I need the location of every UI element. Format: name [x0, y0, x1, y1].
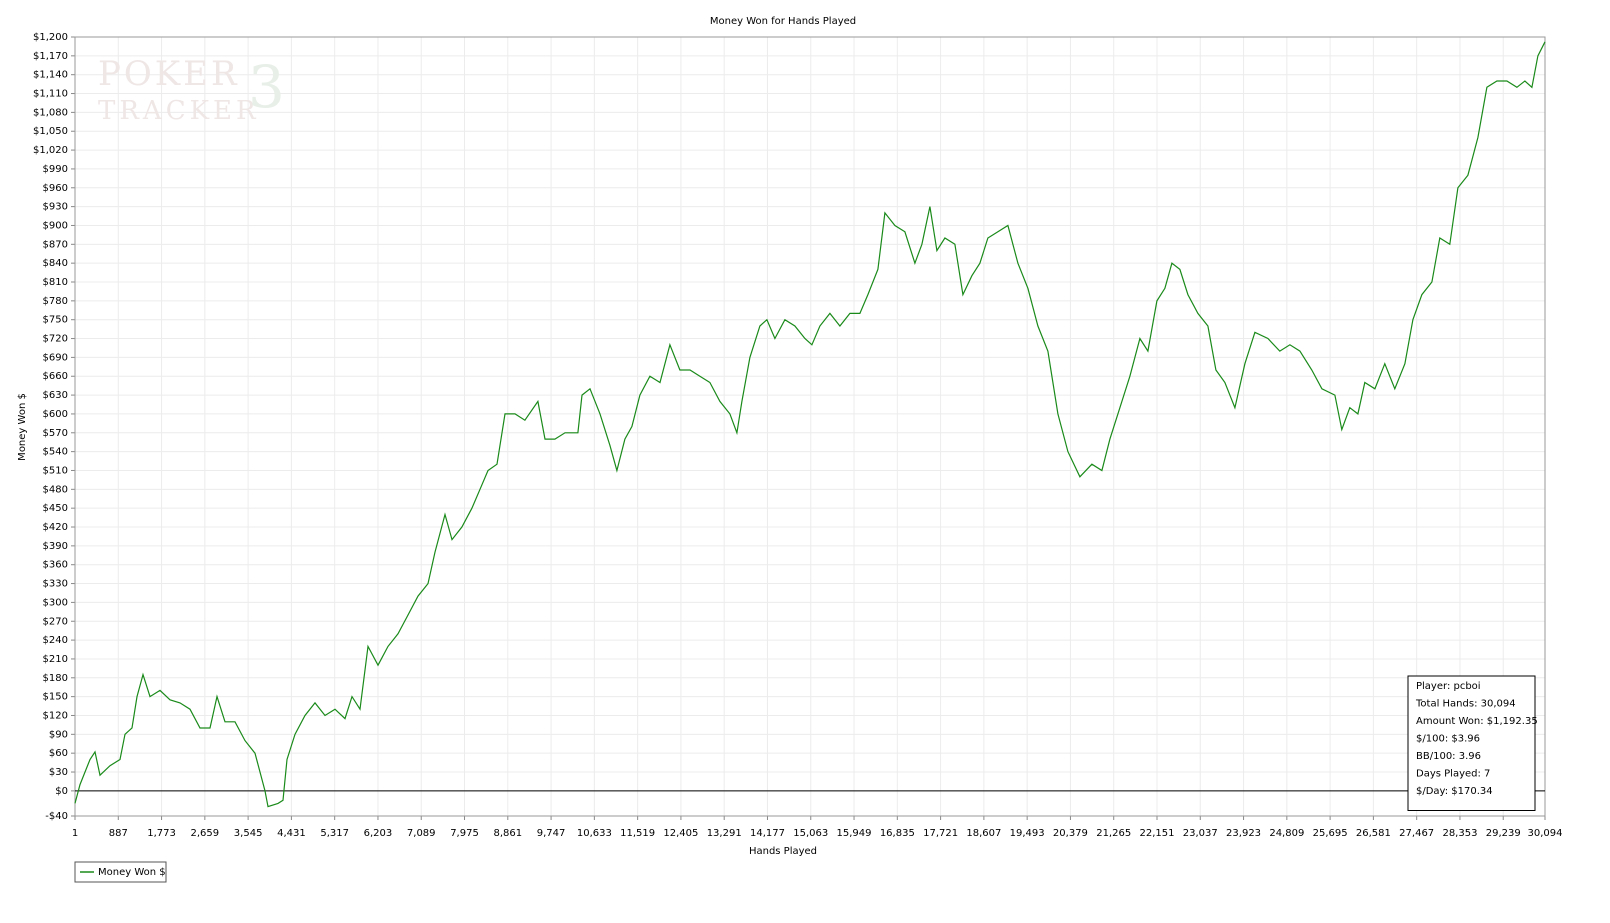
x-tick-label: 887: [109, 828, 128, 839]
x-tick-label: 10,633: [577, 828, 612, 839]
watermark-text: TRACKER: [98, 96, 260, 126]
y-tick-label: $1,140: [33, 70, 68, 81]
stats-text: Total Hands: 30,094: [1415, 699, 1516, 710]
y-tick-label: $510: [43, 465, 68, 476]
y-tick-label: $90: [49, 729, 68, 740]
x-tick-label: 23,037: [1183, 828, 1218, 839]
series-line: [74, 41, 1546, 808]
y-tick-label: $630: [43, 390, 68, 401]
stats-text: $/Day: $170.34: [1416, 786, 1493, 797]
y-tick-label: $120: [43, 710, 68, 721]
y-tick-label: $600: [43, 409, 68, 420]
x-tick-label: 4,431: [277, 828, 306, 839]
x-tick-label: 18,607: [966, 828, 1001, 839]
y-tick-label: -$40: [45, 811, 68, 822]
y-tick-label: $840: [43, 258, 68, 269]
x-tick-label: 22,151: [1139, 828, 1174, 839]
y-tick-label: $360: [43, 560, 68, 571]
x-tick-label: 15,949: [837, 828, 872, 839]
x-tick-label: 5,317: [320, 828, 349, 839]
x-tick-label: 25,695: [1313, 828, 1348, 839]
x-tick-label: 12,405: [663, 828, 698, 839]
x-tick-label: 11,519: [620, 828, 655, 839]
y-tick-label: $270: [43, 616, 68, 627]
y-axis-label: Money Won $: [17, 393, 28, 461]
x-tick-label: 7,089: [407, 828, 436, 839]
x-tick-label: 15,063: [793, 828, 828, 839]
y-tick-label: $870: [43, 239, 68, 250]
stats-text: BB/100: 3.96: [1416, 751, 1481, 762]
y-tick-label: $480: [43, 484, 68, 495]
watermark-mark: 3: [248, 53, 285, 121]
y-tick-label: $690: [43, 352, 68, 363]
watermark-text: POKER: [98, 54, 240, 94]
y-tick-label: $720: [43, 334, 68, 345]
y-tick-label: $900: [43, 220, 68, 231]
stats-text: Amount Won: $1,192.35: [1416, 716, 1538, 727]
x-axis-label: Hands Played: [749, 846, 817, 857]
watermark: POKER TRACKER 3: [98, 53, 285, 126]
y-tick-label: $1,020: [33, 145, 68, 156]
stats-text: $/100: $3.96: [1416, 734, 1480, 745]
x-tick-label: 20,379: [1053, 828, 1088, 839]
y-tick-label: $960: [43, 183, 68, 194]
x-tick-label: 13,291: [707, 828, 742, 839]
y-tick-label: $990: [43, 164, 68, 175]
stats-frame: [1407, 675, 1536, 811]
y-tick-label: $570: [43, 428, 68, 439]
plot-area: [75, 37, 1545, 816]
y-tick-label: $30: [49, 767, 68, 778]
y-tick-label: $810: [43, 277, 68, 288]
y-tick-label: $450: [43, 503, 68, 514]
x-tick-label: 27,467: [1399, 828, 1434, 839]
x-tick-label: 30,094: [1528, 828, 1563, 839]
y-tick-label: $540: [43, 447, 68, 458]
stats-text: Days Played: 7: [1416, 769, 1490, 780]
y-tick-label: $150: [43, 692, 68, 703]
x-tick-label: 16,835: [880, 828, 915, 839]
y-tick-label: $780: [43, 296, 68, 307]
x-tick-label: 7,975: [450, 828, 479, 839]
x-tick-label: 9,747: [537, 828, 566, 839]
x-tick-label: 24,809: [1269, 828, 1304, 839]
x-tick-label: 21,265: [1096, 828, 1131, 839]
x-tick-label: 1,773: [147, 828, 176, 839]
y-tick-label: $750: [43, 315, 68, 326]
y-tick-label: $390: [43, 541, 68, 552]
stats-box: Player: pcboi Total Hands: 30,094 Amount W…: [1407, 675, 1538, 811]
y-tick-label: $60: [49, 748, 68, 759]
x-tick-label: 1: [72, 828, 78, 839]
legend-label: Money Won $: [98, 867, 166, 878]
y-tick-label: $330: [43, 579, 68, 590]
y-tick-label: $1,110: [33, 89, 68, 100]
y-tick-label: $1,200: [33, 32, 68, 43]
x-tick-label: 23,923: [1226, 828, 1261, 839]
y-tick-label: $1,080: [33, 107, 68, 118]
x-tick-label: 8,861: [493, 828, 522, 839]
plot-border: [74, 36, 1546, 817]
x-tick-label: 2,659: [191, 828, 220, 839]
stats-text: Player: pcboi: [1416, 681, 1481, 692]
y-tick-label: $180: [43, 673, 68, 684]
x-tick-label: 3,545: [234, 828, 263, 839]
x-tick-label: 29,239: [1486, 828, 1521, 839]
x-tick-label: 26,581: [1356, 828, 1391, 839]
y-tick-label: $1,050: [33, 126, 68, 137]
x-tick-label: 17,721: [923, 828, 958, 839]
y-tick-label: $660: [43, 371, 68, 382]
legend-frame: [74, 861, 167, 883]
x-tick-label: 28,353: [1442, 828, 1477, 839]
y-tick-label: $930: [43, 202, 68, 213]
y-tick-label: $240: [43, 635, 68, 646]
y-tick-label: $0: [55, 786, 68, 797]
y-tick-label: $210: [43, 654, 68, 665]
chart-title: Money Won for Hands Played: [710, 16, 856, 27]
y-tick-label: $420: [43, 522, 68, 533]
y-tick-label: $300: [43, 597, 68, 608]
x-tick-label: 14,177: [750, 828, 785, 839]
y-tick-label: $1,170: [33, 51, 68, 62]
x-tick-label: 6,203: [364, 828, 393, 839]
x-tick-label: 19,493: [1010, 828, 1045, 839]
